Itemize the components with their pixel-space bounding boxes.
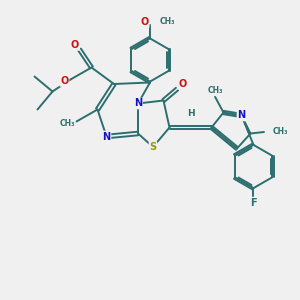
Text: CH₃: CH₃	[207, 86, 223, 95]
Text: O: O	[60, 76, 69, 86]
Text: N: N	[237, 110, 246, 121]
Text: N: N	[102, 131, 111, 142]
Text: O: O	[71, 40, 79, 50]
Text: S: S	[149, 142, 157, 152]
Text: N: N	[134, 98, 142, 109]
Text: CH₃: CH₃	[160, 17, 175, 26]
Text: CH₃: CH₃	[273, 128, 289, 136]
Text: O: O	[140, 17, 149, 27]
Text: H: H	[188, 109, 195, 118]
Text: CH₃: CH₃	[59, 119, 75, 128]
Text: F: F	[250, 197, 257, 208]
Text: O: O	[178, 79, 187, 89]
